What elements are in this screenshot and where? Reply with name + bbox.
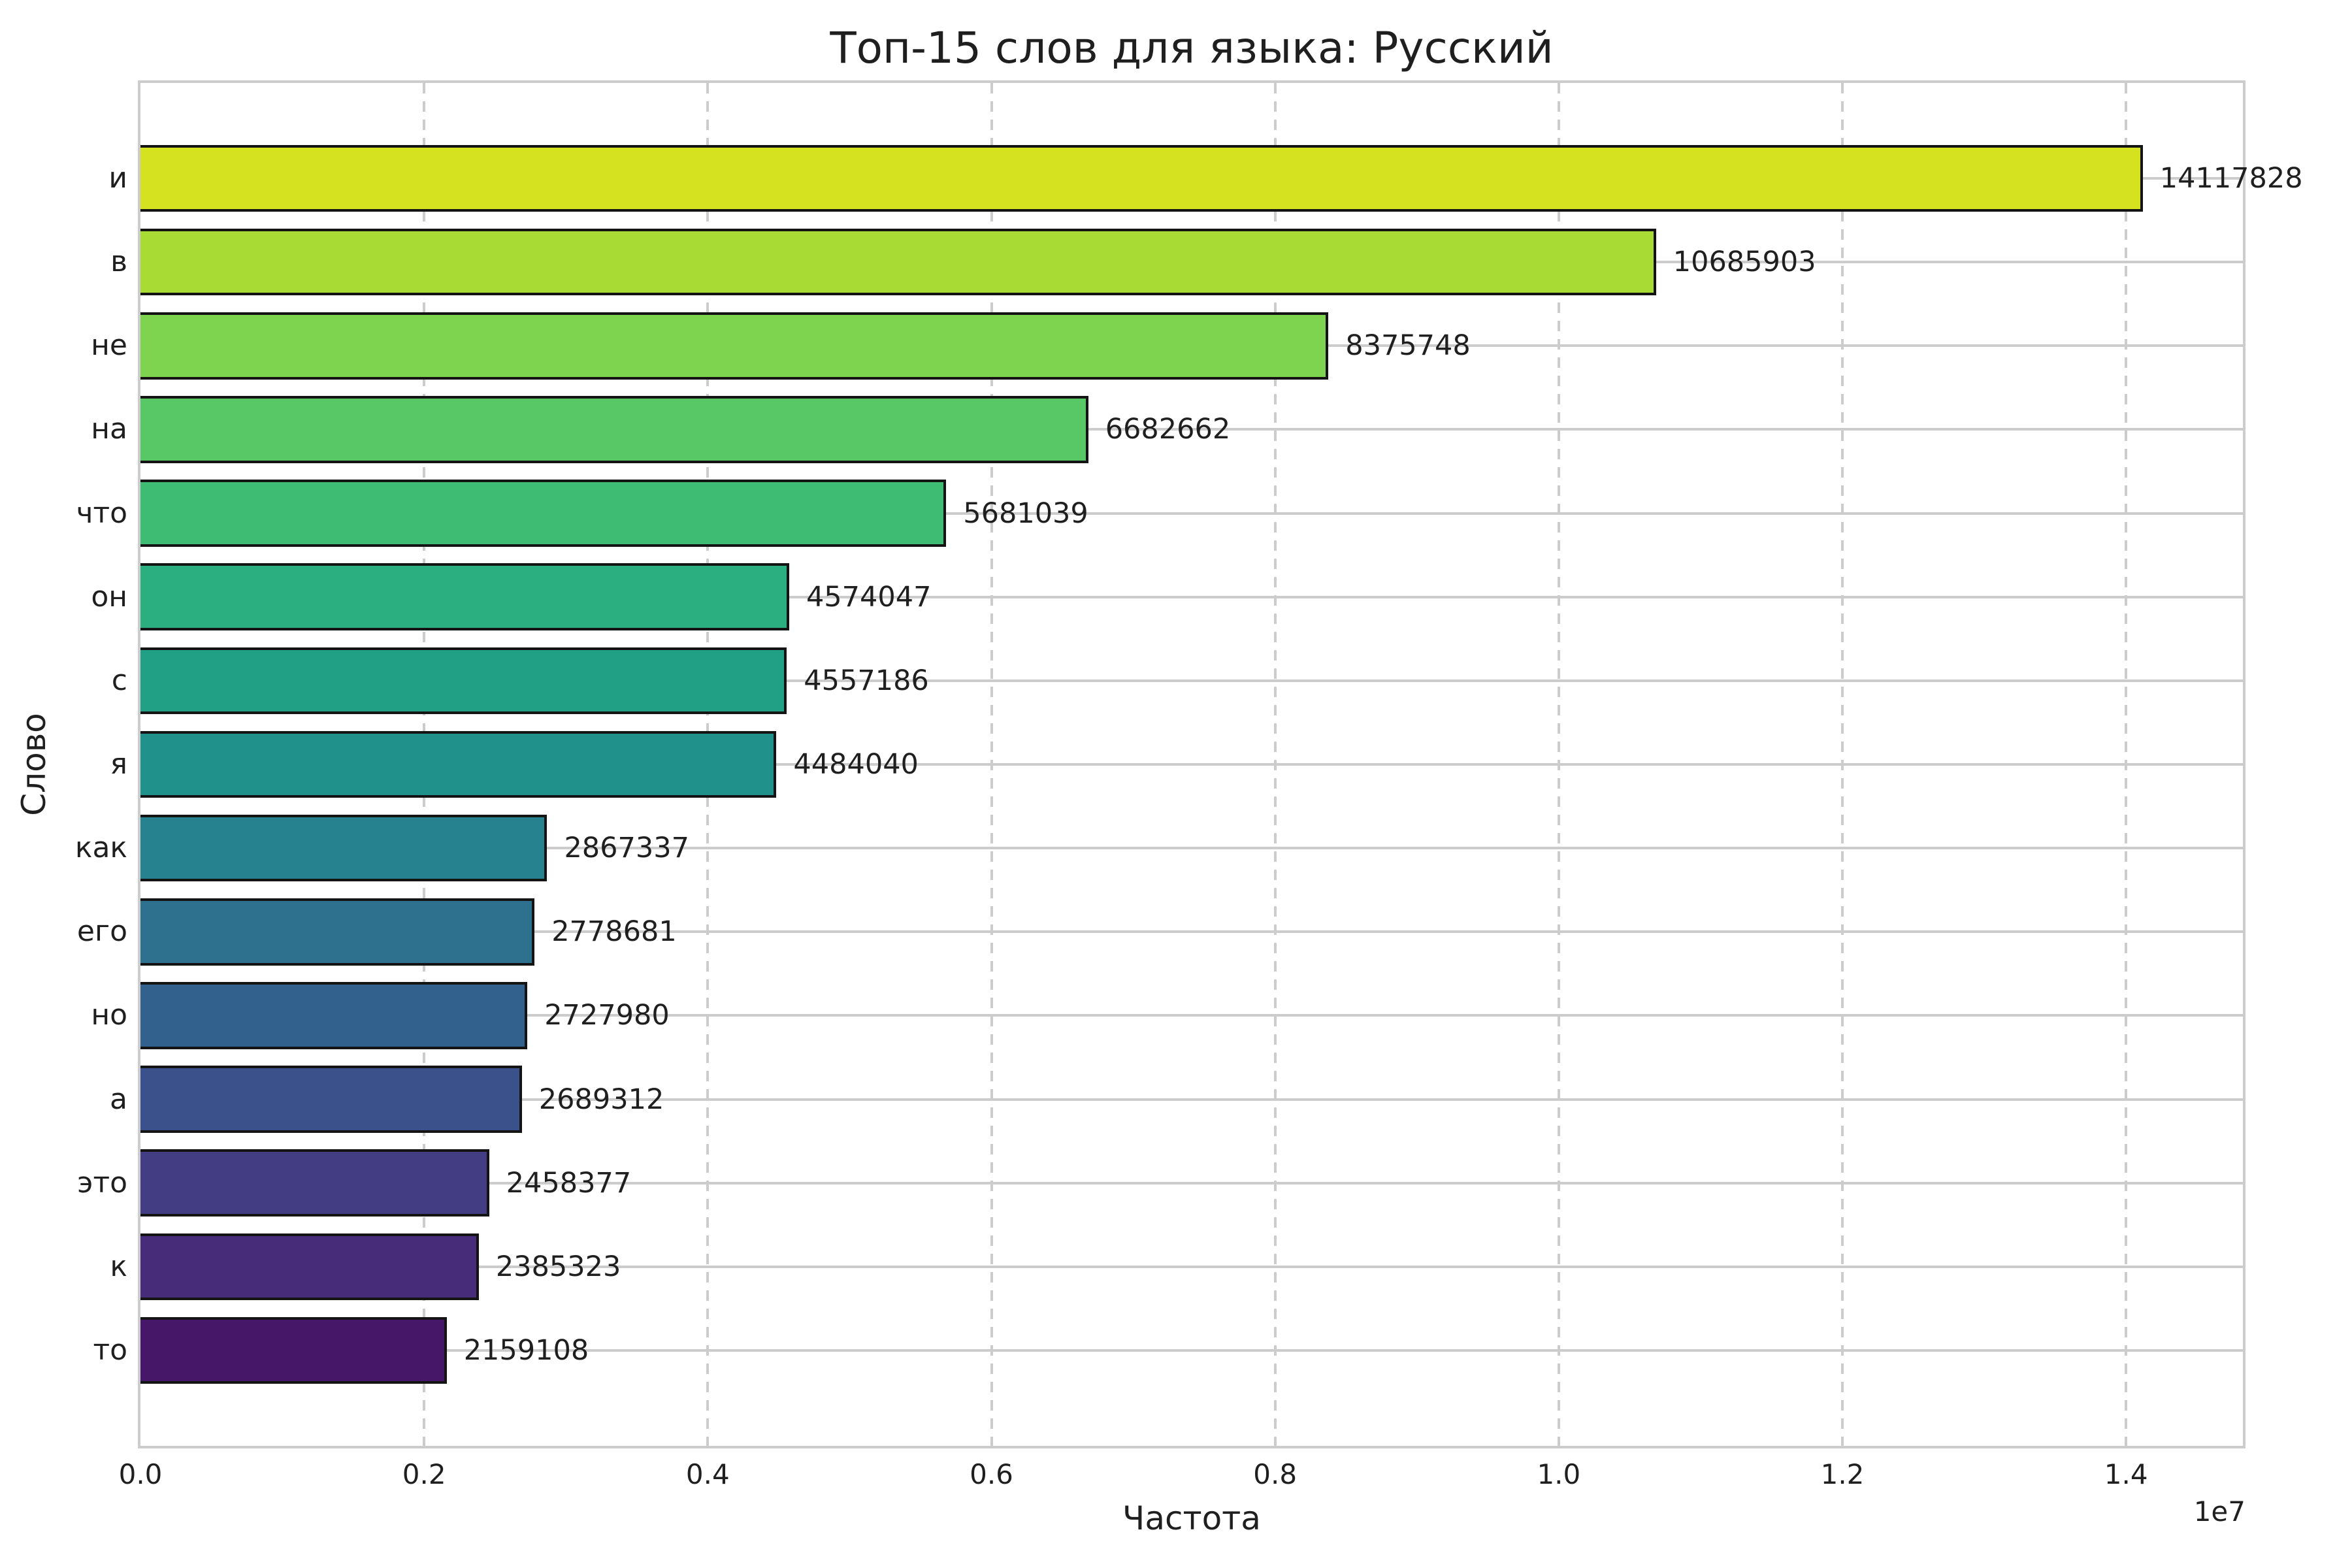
h-gridline xyxy=(140,595,2243,598)
y-tick-label: и xyxy=(108,161,127,195)
bar xyxy=(140,396,1088,463)
bar xyxy=(140,144,2143,212)
x-tick-label: 0.8 xyxy=(1253,1458,1298,1490)
x-tick-label: 1.0 xyxy=(1537,1458,1581,1490)
bar xyxy=(140,480,947,547)
h-gridline xyxy=(140,1265,2243,1268)
x-tick-label: 0.2 xyxy=(402,1458,446,1490)
bar xyxy=(140,1316,447,1384)
bar xyxy=(140,898,535,966)
bar xyxy=(140,647,787,715)
h-gridline xyxy=(140,930,2243,934)
bar-value-label: 4574047 xyxy=(806,580,932,613)
bar-value-label: 2159108 xyxy=(463,1333,589,1367)
chart-title: Топ-15 слов для языка: Русский xyxy=(830,23,1554,73)
y-axis-label: Слово xyxy=(15,713,53,816)
h-gridline xyxy=(140,428,2243,431)
y-tick-label: что xyxy=(76,496,127,530)
h-gridline xyxy=(140,1348,2243,1352)
bar xyxy=(140,1149,489,1217)
bar xyxy=(140,982,528,1049)
y-tick-label: я xyxy=(110,747,127,781)
bar xyxy=(140,814,547,882)
y-tick-label: к xyxy=(110,1249,127,1283)
bar-value-label: 2727980 xyxy=(544,999,670,1032)
bar-value-label: 5681039 xyxy=(963,497,1088,530)
y-tick-label: он xyxy=(91,580,127,613)
x-tick-label: 0.6 xyxy=(970,1458,1013,1490)
bar-value-label: 2458377 xyxy=(506,1166,632,1200)
bar xyxy=(140,312,1329,380)
y-tick-label: не xyxy=(91,329,127,363)
h-gridline xyxy=(140,1181,2243,1184)
x-tick-label: 1.4 xyxy=(2104,1458,2148,1490)
y-tick-label: но xyxy=(91,998,127,1032)
x-tick-label: 0.0 xyxy=(118,1458,163,1490)
y-tick-label: то xyxy=(93,1333,127,1367)
bar xyxy=(140,730,777,798)
bar-value-label: 2867337 xyxy=(564,832,689,865)
bar-value-label: 6682662 xyxy=(1105,413,1231,446)
h-gridline xyxy=(140,1098,2243,1101)
y-tick-label: на xyxy=(91,412,127,446)
h-gridline xyxy=(140,847,2243,850)
bar-value-label: 4484040 xyxy=(793,748,919,781)
x-axis-label: Частота xyxy=(1122,1499,1261,1537)
y-tick-label: это xyxy=(77,1166,127,1200)
bar xyxy=(140,563,789,630)
bar-value-label: 14117828 xyxy=(2159,162,2303,195)
bar-value-label: 8375748 xyxy=(1345,329,1471,363)
y-tick-label: в xyxy=(110,245,127,279)
bar xyxy=(140,228,1656,296)
h-gridline xyxy=(140,763,2243,766)
x-tick-label: 1.2 xyxy=(1820,1458,1865,1490)
x-tick-label: 0.4 xyxy=(685,1458,730,1490)
y-tick-label: с xyxy=(111,663,127,697)
axis-offset-text: 1e7 xyxy=(2193,1495,2246,1527)
bar-value-label: 4557186 xyxy=(804,664,929,697)
plot-area: 14117828 10685903 8375748 6682662 5681039 457… xyxy=(138,80,2303,1448)
bar xyxy=(140,1066,522,1133)
y-tick-label: как xyxy=(74,831,127,865)
bar-value-label: 2385323 xyxy=(495,1250,621,1283)
y-tick-label: его xyxy=(76,915,127,949)
bar-value-label: 2689312 xyxy=(538,1083,664,1116)
h-gridline xyxy=(140,679,2243,682)
y-tick-label: а xyxy=(110,1082,127,1116)
h-gridline xyxy=(140,512,2243,515)
h-gridline xyxy=(140,1014,2243,1017)
bar xyxy=(140,1233,479,1301)
bar-value-label: 2778681 xyxy=(551,915,677,949)
bar-value-label: 10685903 xyxy=(1673,246,1816,279)
